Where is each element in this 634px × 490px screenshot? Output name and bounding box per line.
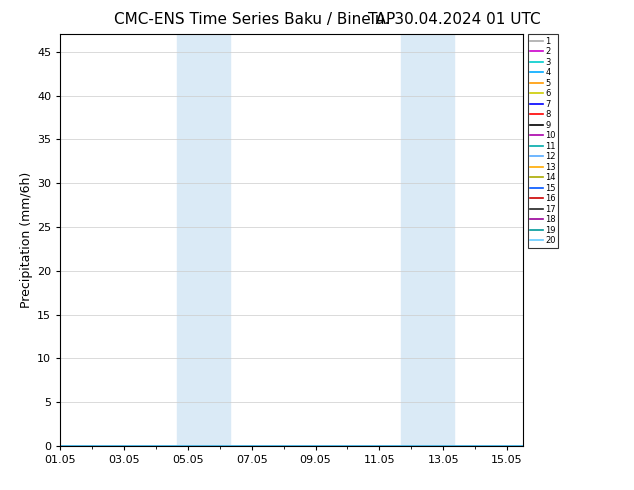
Bar	[178, 34, 230, 446]
Text: Tu. 30.04.2024 01 UTC: Tu. 30.04.2024 01 UTC	[368, 12, 540, 27]
Legend: 1, 2, 3, 4, 5, 6, 7, 8, 9, 10, 11, 12, 13, 14, 15, 16, 17, 18, 19, 20: 1, 2, 3, 4, 5, 6, 7, 8, 9, 10, 11, 12, 1…	[527, 34, 559, 248]
Text: CMC-ENS Time Series Baku / Bine AP: CMC-ENS Time Series Baku / Bine AP	[114, 12, 396, 27]
Bar	[401, 34, 454, 446]
Y-axis label: Precipitation (mm/6h): Precipitation (mm/6h)	[20, 172, 33, 308]
